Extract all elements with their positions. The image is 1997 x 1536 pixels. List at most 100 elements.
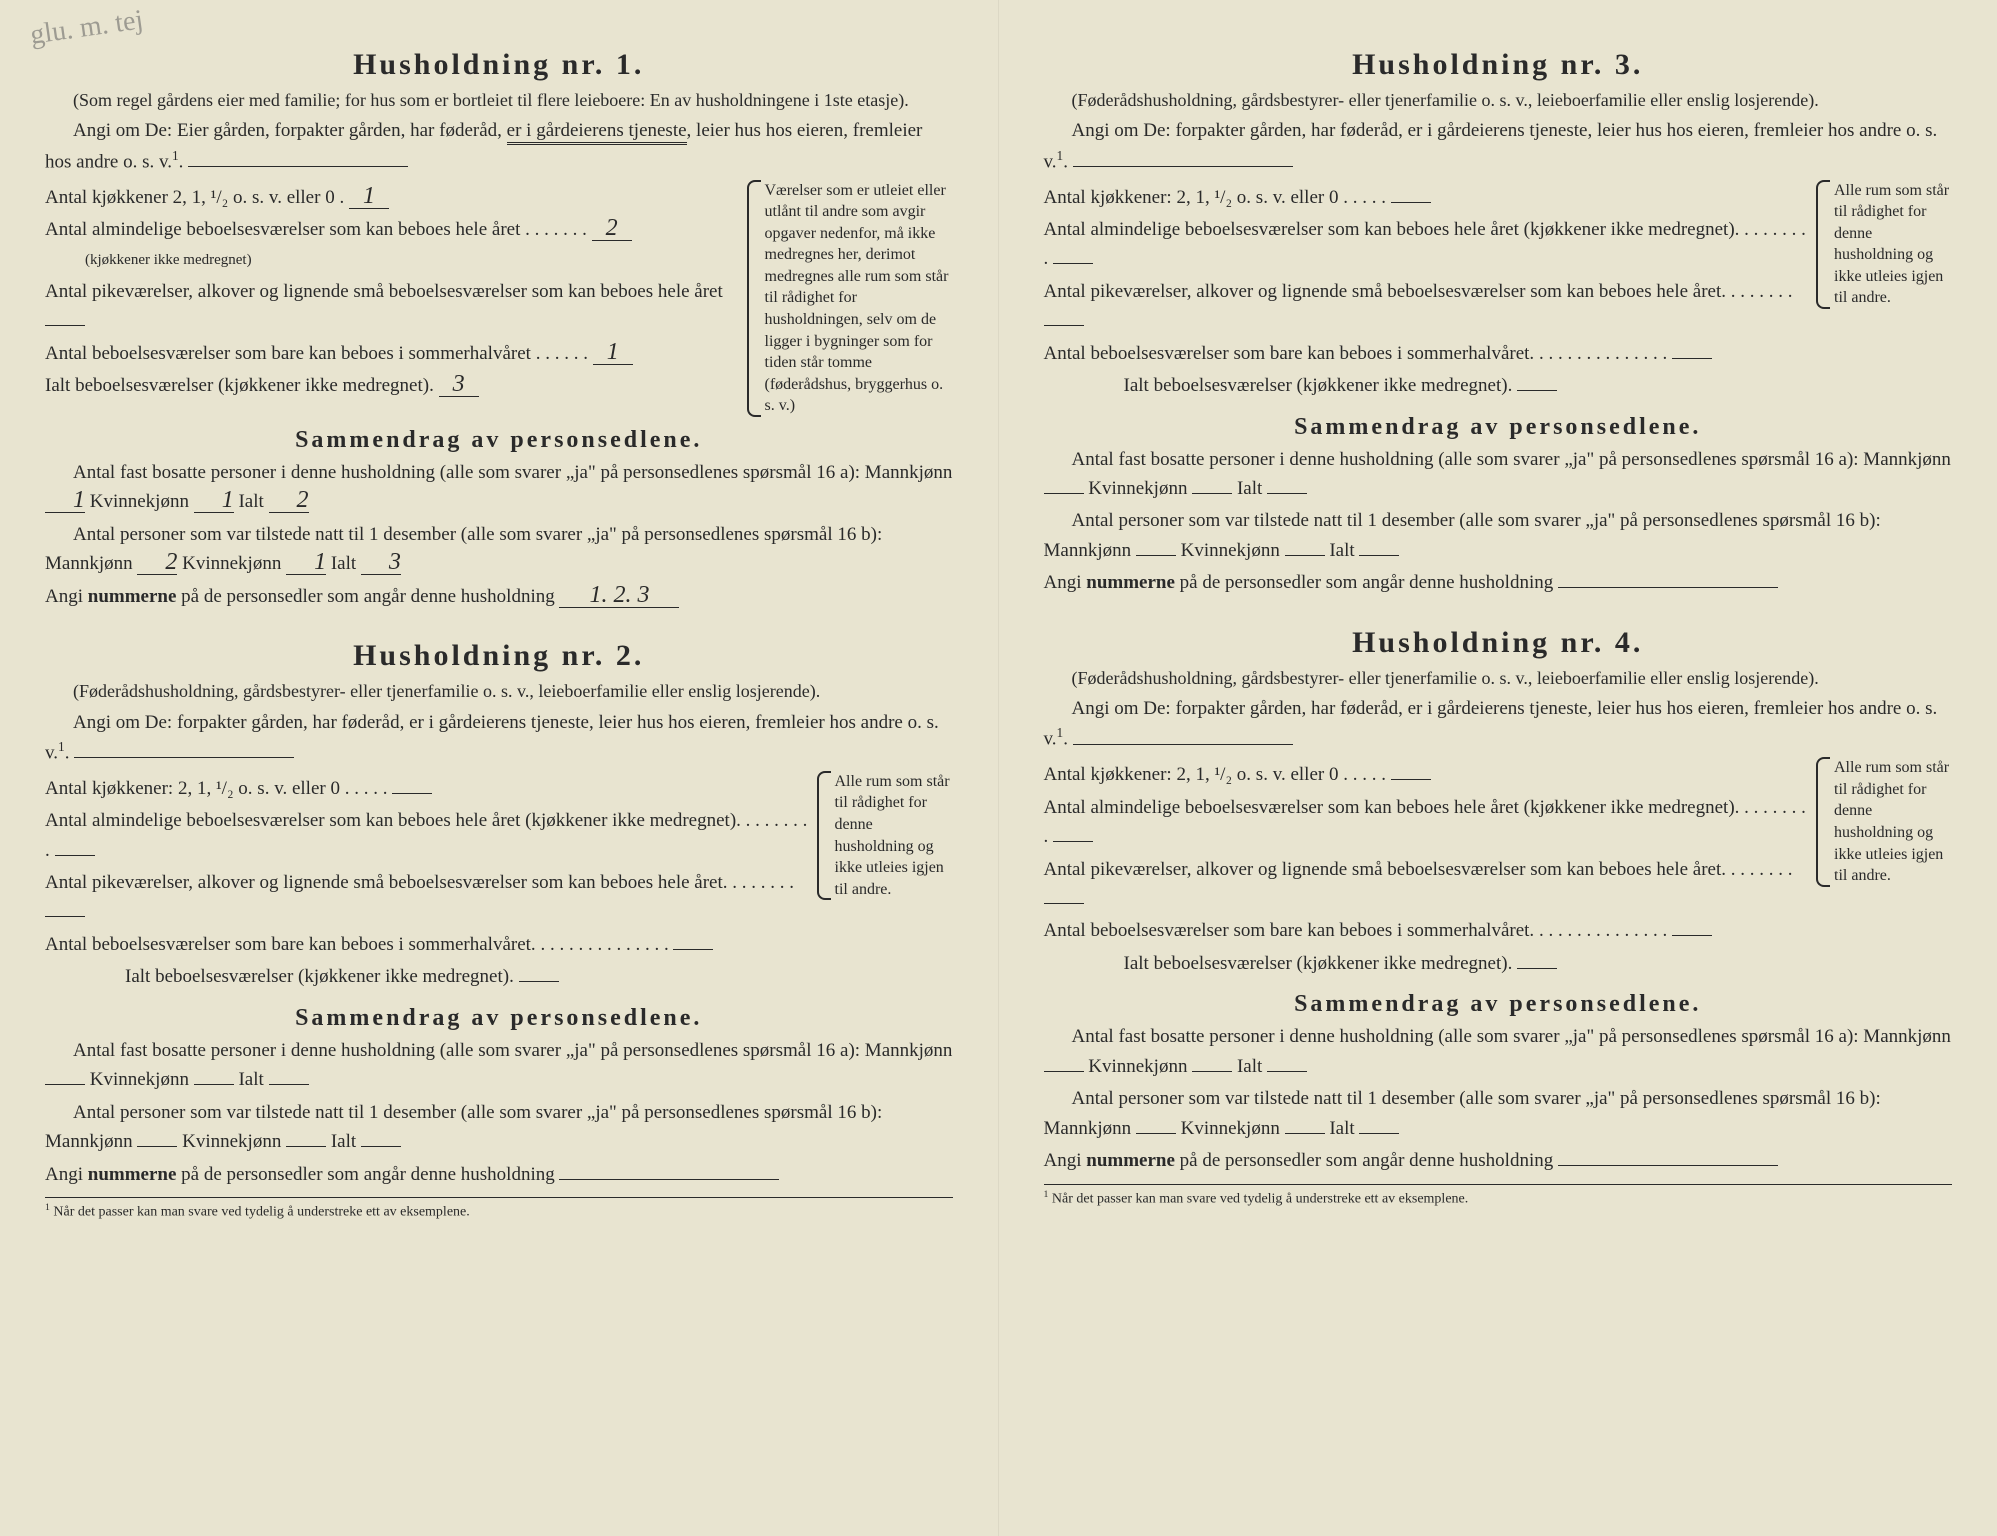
blank[interactable] (1359, 555, 1399, 556)
label: Kvinnekjønn (1088, 1056, 1187, 1077)
text: Alle rum som står til rådighet for denne… (1834, 182, 1949, 307)
label: Kvinnekjønn (182, 1131, 281, 1152)
household-3: Husholdning nr. 3. (Føderådshusholdning,… (1044, 48, 1953, 598)
blank[interactable] (1192, 1071, 1232, 1072)
s3v[interactable]: 1. 2. 3 (559, 583, 679, 608)
blank[interactable] (269, 1084, 309, 1085)
blank[interactable] (1517, 968, 1557, 969)
blank[interactable] (74, 757, 294, 758)
brace-icon (817, 771, 831, 901)
blank[interactable] (1267, 1071, 1307, 1072)
hh1-angi: Angi om De: Eier gården, forpakter gårde… (45, 116, 953, 176)
blank[interactable] (1053, 841, 1093, 842)
label: Antal kjøkkener: 2, 1, ¹/₂ o. s. v. elle… (1044, 764, 1339, 785)
text: på de personsedler som angår denne husho… (1175, 1150, 1553, 1171)
s2m[interactable]: 2 (137, 550, 177, 575)
hh1-underlined-choice: er i gårdeierens tjeneste (507, 120, 687, 145)
blank[interactable] (1267, 493, 1307, 494)
blank[interactable] (45, 1084, 85, 1085)
household-1: Husholdning nr. 1. (Som regel gårdens ei… (45, 48, 953, 611)
s2i[interactable]: 3 (361, 550, 401, 575)
q-ialt: Ialt beboelsesværelser (kjøkkener ikke m… (45, 962, 811, 991)
hh2-title: Husholdning nr. 2. (45, 639, 953, 673)
blank[interactable] (559, 1179, 779, 1180)
hh2-subtitle: (Føderådshusholdning, gårdsbestyrer- ell… (45, 679, 953, 703)
label: Antal almindelige beboelsesværelser som … (1044, 219, 1740, 240)
label: Antal personer som var tilstede natt til… (1044, 1088, 1881, 1138)
label: Ialt (1237, 1056, 1262, 1077)
blank[interactable] (1285, 555, 1325, 556)
blank[interactable] (286, 1146, 326, 1147)
blank[interactable] (1192, 493, 1232, 494)
hh4-title: Husholdning nr. 4. (1044, 626, 1953, 660)
text: på de personsedler som angår denne husho… (176, 1164, 554, 1185)
s1k[interactable]: 1 (194, 488, 234, 513)
q-alm: Antal almindelige beboelsesværelser som … (1044, 215, 1811, 274)
v-kjokken[interactable]: 1 (349, 184, 389, 209)
label: Ialt beboelsesværelser (kjøkkener ikke m… (1124, 953, 1513, 974)
blank[interactable] (1672, 358, 1712, 359)
v-alm[interactable]: 2 (592, 216, 632, 241)
v-sommer[interactable]: 1 (593, 340, 633, 365)
text: nummerne (1086, 1150, 1175, 1171)
blank[interactable] (1558, 1165, 1778, 1166)
hh2-angi: Angi om De: forpakter gården, har føderå… (45, 708, 953, 768)
blank[interactable] (1044, 1071, 1084, 1072)
blank[interactable] (45, 916, 85, 917)
text: Angi (1044, 572, 1087, 593)
text: Angi om De: forpakter gården, har føderå… (1044, 698, 1938, 750)
q-sommer: Antal beboelsesværelser som bare kan beb… (45, 339, 741, 368)
note: (kjøkkener ikke medregnet) (45, 252, 252, 268)
blank[interactable] (1044, 325, 1084, 326)
text: nummerne (1086, 572, 1175, 593)
blank[interactable] (519, 981, 559, 982)
label: Antal almindelige beboelsesværelser som … (45, 810, 741, 831)
s2k[interactable]: 1 (286, 550, 326, 575)
blank[interactable] (1558, 587, 1778, 588)
blank[interactable] (1044, 903, 1084, 904)
blank[interactable] (1073, 166, 1293, 167)
blank[interactable] (1053, 263, 1093, 264)
text: Når det passer kan man svare ved tydelig… (53, 1205, 469, 1220)
blank[interactable] (1391, 779, 1431, 780)
label: Kvinnekjønn (1088, 478, 1187, 499)
hh3-angi: Angi om De: forpakter gården, har føderå… (1044, 116, 1953, 176)
blank[interactable] (361, 1146, 401, 1147)
blank[interactable] (1073, 744, 1293, 745)
q-pike: Antal pikeværelser, alkover og lignende … (1044, 277, 1811, 336)
s1i[interactable]: 2 (269, 488, 309, 513)
blank[interactable] (392, 793, 432, 794)
label: Ialt beboelsesværelser (kjøkkener ikke m… (45, 375, 434, 396)
s2: Antal personer som var tilstede natt til… (45, 1098, 953, 1157)
blank[interactable] (1391, 202, 1431, 203)
text: Værelser som er utleiet eller utlånt til… (765, 182, 949, 415)
label: Kvinnekjønn (90, 1069, 189, 1090)
s1m[interactable]: 1 (45, 488, 85, 513)
s2: Antal personer som var tilstede natt til… (1044, 506, 1953, 565)
sammendrag-heading: Sammendrag av personsedlene. (45, 1005, 953, 1032)
blank[interactable] (1672, 935, 1712, 936)
household-4: Husholdning nr. 4. (Føderådshusholdning,… (1044, 626, 1953, 1207)
hh3-title: Husholdning nr. 3. (1044, 48, 1953, 82)
blank[interactable] (194, 1084, 234, 1085)
handwriting-note: glu. m. tej (28, 4, 145, 51)
blank[interactable] (137, 1146, 177, 1147)
v-ialt[interactable]: 3 (439, 372, 479, 397)
blank[interactable] (1285, 1133, 1325, 1134)
blank[interactable] (1136, 1133, 1176, 1134)
blank[interactable] (673, 949, 713, 950)
label: Antal pikeværelser, alkover og lignende … (1044, 281, 1727, 302)
label: Antal kjøkkener: 2, 1, ¹/₂ o. s. v. elle… (1044, 187, 1339, 208)
blank[interactable] (1359, 1133, 1399, 1134)
label: Antal beboelsesværelser som bare kan beb… (1044, 920, 1535, 941)
blank[interactable] (1044, 493, 1084, 494)
hh3-subtitle: (Føderådshusholdning, gårdsbestyrer- ell… (1044, 88, 1953, 112)
v-pike[interactable] (45, 325, 85, 326)
q-ialt: Ialt beboelsesværelser (kjøkkener ikke m… (1044, 371, 1811, 400)
blank[interactable] (1136, 555, 1176, 556)
blank[interactable] (55, 855, 95, 856)
blank[interactable] (188, 166, 408, 167)
q-kjokken: Antal kjøkkener 2, 1, ¹/₂ o. s. v. eller… (45, 183, 741, 212)
blank[interactable] (1517, 390, 1557, 391)
s3: Angi nummerne på de personsedler som ang… (1044, 1146, 1953, 1175)
